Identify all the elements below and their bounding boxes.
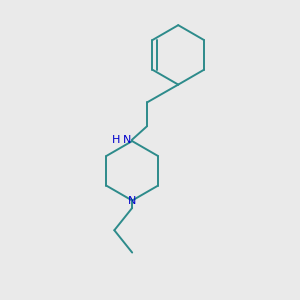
Text: N: N: [123, 135, 131, 145]
Text: H: H: [112, 135, 120, 145]
Text: N: N: [128, 196, 136, 206]
